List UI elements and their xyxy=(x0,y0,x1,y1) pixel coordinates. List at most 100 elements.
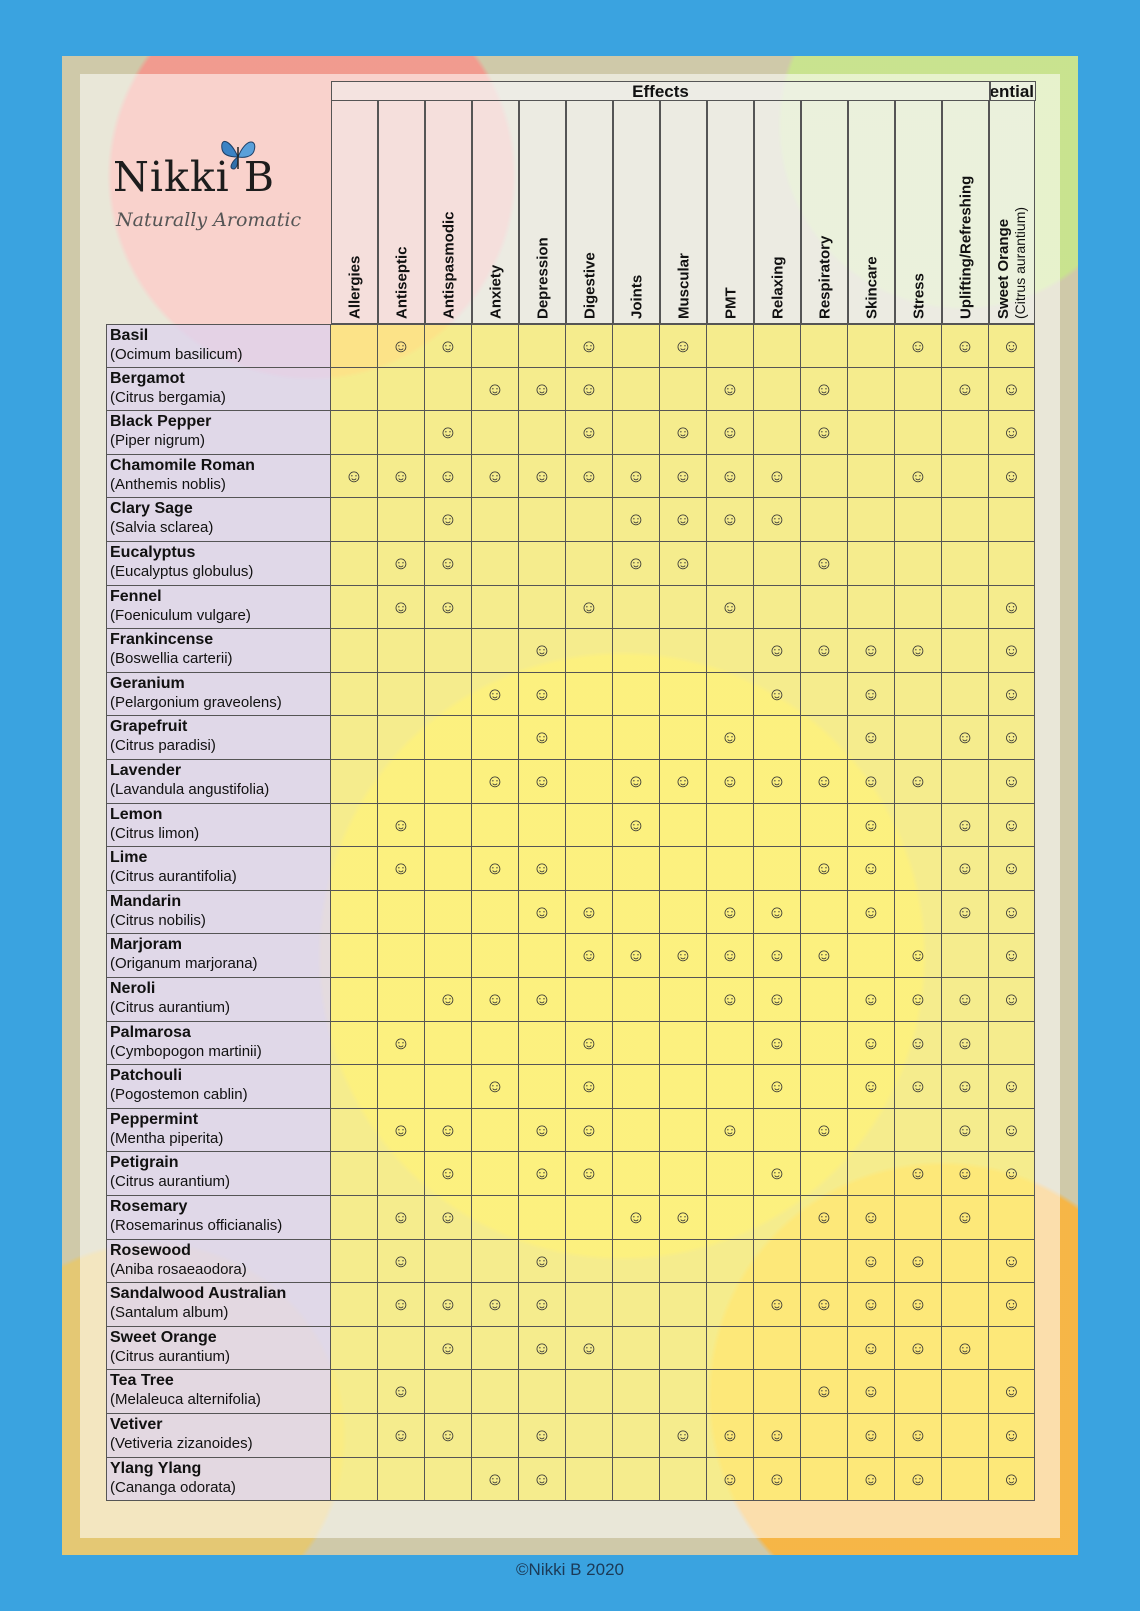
smiley-icon: ☺ xyxy=(579,1076,599,1097)
effect-cell: ☺ xyxy=(566,934,613,978)
effect-cell xyxy=(331,585,378,630)
effect-cell: ☺ xyxy=(754,498,801,542)
smiley-icon: ☺ xyxy=(908,1163,928,1184)
smiley-icon: ☺ xyxy=(955,901,975,922)
oil-name-cell: Mandarin (Citrus nobilis) xyxy=(106,890,331,935)
effect-cell xyxy=(425,760,472,804)
effect-cell: ☺ xyxy=(895,1414,942,1458)
effect-cell: ☺ xyxy=(989,847,1035,891)
smiley-icon: ☺ xyxy=(861,1032,881,1053)
effect-cell: ☺ xyxy=(566,585,613,630)
effect-cell xyxy=(895,1370,942,1414)
smiley-icon: ☺ xyxy=(485,1468,505,1489)
oil-latin-name: (Piper nigrum) xyxy=(110,432,206,450)
effect-cell: ☺ xyxy=(848,847,895,891)
effect-cell xyxy=(472,411,519,455)
effect-cell: ☺ xyxy=(989,890,1035,935)
effect-cell xyxy=(331,1370,378,1414)
smiley-icon: ☺ xyxy=(579,378,599,399)
column-header: Joints xyxy=(613,101,660,324)
effect-cell: ☺ xyxy=(472,978,519,1022)
effect-cell: ☺ xyxy=(895,1457,942,1502)
effect-cell: ☺ xyxy=(378,1021,425,1066)
oil-common-name: Fennel xyxy=(110,587,162,605)
column-header: Uplifting/Refreshing xyxy=(942,101,989,324)
effect-cell xyxy=(942,1239,989,1284)
effect-cell xyxy=(848,324,895,368)
smiley-icon: ☺ xyxy=(767,1032,787,1053)
smiley-icon: ☺ xyxy=(720,989,740,1009)
smiley-icon: ☺ xyxy=(673,945,693,966)
column-header-label: Stress xyxy=(910,273,927,319)
column-header-label: Relaxing xyxy=(769,256,786,319)
effect-cell xyxy=(754,1370,801,1414)
effect-cell xyxy=(566,803,613,848)
smiley-icon: ☺ xyxy=(767,945,787,966)
smiley-icon: ☺ xyxy=(908,336,928,356)
brand-name: Nikki B xyxy=(113,153,275,201)
effect-cell: ☺ xyxy=(660,454,707,499)
smiley-icon: ☺ xyxy=(767,1468,787,1489)
effect-cell xyxy=(613,1326,660,1371)
effect-cell xyxy=(848,411,895,455)
smiley-icon: ☺ xyxy=(767,1425,787,1445)
effect-cell: ☺ xyxy=(378,1239,425,1284)
effect-cell xyxy=(707,629,754,673)
column-header-label: Digestive xyxy=(581,252,598,319)
effect-cell xyxy=(331,672,378,717)
effect-cell xyxy=(989,1326,1035,1371)
oil-common-name: Ylang Ylang xyxy=(110,1459,202,1477)
effect-cell xyxy=(472,1108,519,1153)
effect-cell: ☺ xyxy=(895,1326,942,1371)
smiley-icon: ☺ xyxy=(767,465,787,486)
smiley-icon: ☺ xyxy=(908,945,928,966)
smiley-icon: ☺ xyxy=(579,901,599,922)
effect-cell xyxy=(425,629,472,673)
effect-cell: ☺ xyxy=(378,454,425,499)
effect-cell: ☺ xyxy=(378,324,425,368)
effect-cell xyxy=(942,760,989,804)
effect-cell xyxy=(331,542,378,586)
effect-cell xyxy=(754,847,801,891)
effect-cell xyxy=(566,542,613,586)
effect-cell xyxy=(472,1239,519,1284)
effect-cell xyxy=(519,411,566,455)
effect-cell xyxy=(660,1370,707,1414)
effect-cell xyxy=(660,585,707,630)
smiley-icon: ☺ xyxy=(814,1294,834,1315)
effect-cell xyxy=(660,847,707,891)
effect-cell xyxy=(331,1457,378,1502)
effects-header-label: Effects xyxy=(632,82,689,101)
effect-cell xyxy=(566,1283,613,1327)
smiley-icon: ☺ xyxy=(391,1032,411,1053)
effect-cell: ☺ xyxy=(519,1283,566,1327)
effect-cell: ☺ xyxy=(378,1370,425,1414)
effect-cell xyxy=(801,716,848,760)
effect-cell: ☺ xyxy=(989,1065,1035,1109)
smiley-icon: ☺ xyxy=(908,1425,928,1445)
smiley-icon: ☺ xyxy=(1002,989,1021,1009)
smiley-icon: ☺ xyxy=(955,1163,975,1184)
column-header: Antispasmodic xyxy=(425,101,472,324)
smiley-icon: ☺ xyxy=(908,1250,928,1271)
smiley-icon: ☺ xyxy=(861,989,881,1009)
smiley-icon: ☺ xyxy=(908,1337,928,1358)
oil-name-cell: Palmarosa (Cymbopogon martinii) xyxy=(106,1021,331,1066)
smiley-icon: ☺ xyxy=(720,465,740,486)
smiley-icon: ☺ xyxy=(673,1425,693,1445)
effect-cell xyxy=(613,1370,660,1414)
effect-cell xyxy=(378,890,425,935)
effect-cell: ☺ xyxy=(989,585,1035,630)
column-header: PMT xyxy=(707,101,754,324)
effect-cell: ☺ xyxy=(425,498,472,542)
effect-cell xyxy=(660,367,707,412)
effect-cell: ☺ xyxy=(942,978,989,1022)
effect-cell xyxy=(519,1021,566,1066)
effect-cell: ☺ xyxy=(942,847,989,891)
effect-cell xyxy=(801,498,848,542)
effect-cell: ☺ xyxy=(848,803,895,848)
effect-cell xyxy=(754,1326,801,1371)
effect-cell xyxy=(425,1065,472,1109)
column-header: Depression xyxy=(519,101,566,324)
oil-name-cell: Lime (Citrus aurantifolia) xyxy=(106,847,331,891)
